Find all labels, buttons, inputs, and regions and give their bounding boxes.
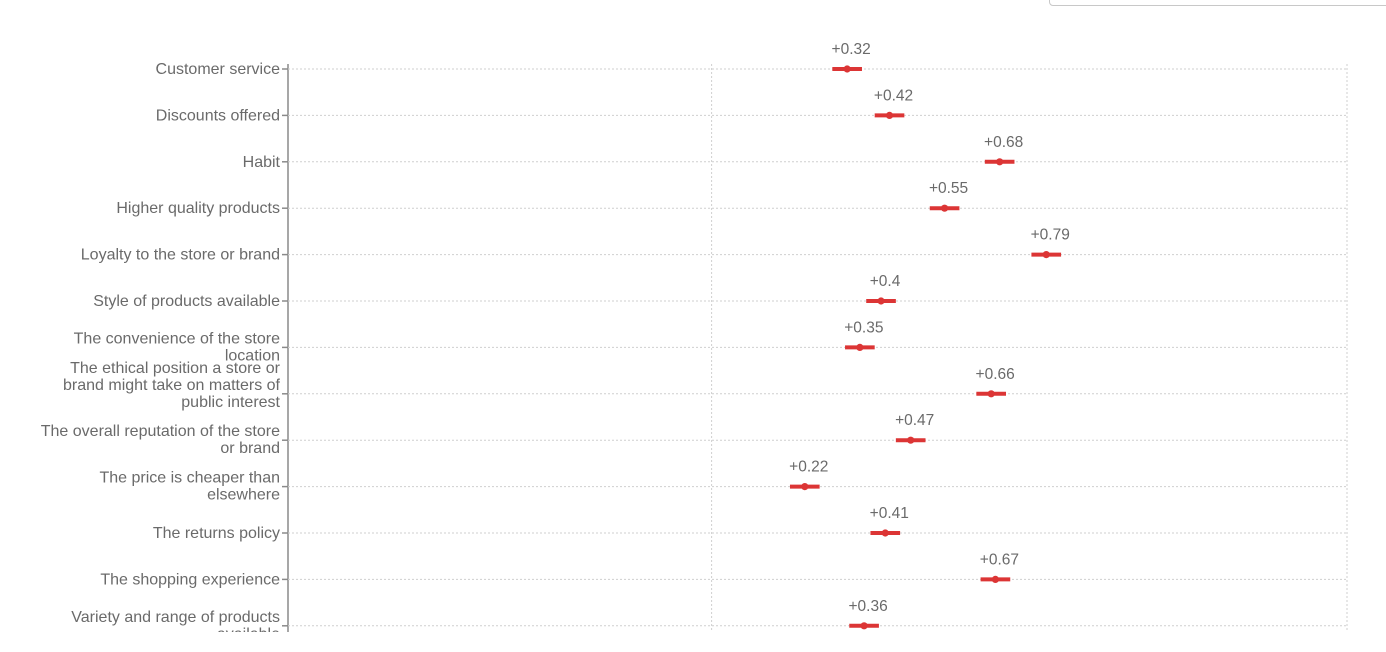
y-tick-label-line: elsewhere — [207, 487, 280, 504]
y-tick-label-line: The price is cheaper than — [99, 470, 280, 487]
y-tick-label: Style of products available — [93, 293, 280, 310]
y-tick-label-line: The shopping experience — [100, 571, 280, 588]
data-point — [877, 297, 885, 305]
y-tick-label-line: Variety and range of products — [71, 609, 280, 626]
y-tick-label: Loyalty to the store or brand — [81, 247, 280, 264]
y-tick-label-line: Style of products available — [93, 293, 280, 310]
data-point — [843, 65, 851, 73]
data-label: +0.47 — [895, 412, 934, 429]
dropdown-box[interactable] — [1049, 0, 1386, 6]
data-label: +0.32 — [832, 41, 871, 58]
y-tick-label: Habit — [243, 154, 281, 171]
data-point — [885, 111, 894, 119]
y-tick-label: The returns policy — [153, 525, 280, 542]
data-label: +0.67 — [980, 551, 1019, 568]
data-label: +0.68 — [984, 134, 1023, 151]
data-point — [856, 343, 864, 351]
data-label: +0.41 — [870, 505, 909, 522]
y-tick-label-line: Customer service — [156, 61, 281, 78]
data-label: +0.35 — [844, 319, 883, 336]
y-tick-label: The overall reputation of the store or br… — [41, 423, 280, 457]
y-tick-label: Variety and range of products available — [71, 609, 280, 643]
data-label: +0.22 — [789, 459, 828, 476]
data-point — [987, 390, 995, 398]
data-label: +0.55 — [929, 180, 968, 197]
data-label: +0.4 — [870, 273, 901, 290]
y-tick-label-line: Loyalty to the store or brand — [81, 247, 280, 264]
y-tick-label-line: or brand — [220, 440, 280, 457]
data-label: +0.42 — [874, 87, 913, 104]
data-label: +0.36 — [848, 598, 887, 615]
y-tick-label: The shopping experience — [100, 571, 280, 588]
data-point — [801, 483, 809, 491]
y-tick-label-line: The ethical position a store or — [70, 360, 281, 377]
y-tick-label-line: Habit — [243, 154, 281, 171]
y-tick-label: The ethical position a store or brand mig… — [63, 360, 281, 411]
data-point — [1042, 251, 1050, 259]
data-point — [907, 436, 915, 444]
data-label: +0.79 — [1031, 227, 1070, 244]
data-point — [991, 575, 1000, 584]
y-tick-label: Higher quality products — [116, 200, 280, 217]
y-tick-label-line: brand might take on matters of — [63, 377, 281, 394]
y-tick-label-line: The overall reputation of the store — [41, 423, 280, 440]
y-tick-label-line: The convenience of the store — [74, 330, 280, 347]
y-tick-label: Discounts offered — [156, 107, 280, 124]
y-tick-label-line: The returns policy — [153, 525, 280, 542]
y-tick-label-line: location — [225, 347, 280, 364]
y-tick-label: The price is cheaper than elsewhere — [99, 470, 280, 504]
y-tick-label: Customer service — [156, 61, 281, 78]
data-label: +0.66 — [976, 366, 1015, 383]
y-tick-label: The convenience of the store location — [74, 330, 280, 364]
y-tick-label-line: public interest — [181, 394, 280, 411]
data-point — [940, 204, 949, 212]
y-tick-label-line: Discounts offered — [156, 107, 280, 124]
data-point — [996, 158, 1004, 166]
y-tick-label-line: Higher quality products — [116, 200, 280, 217]
data-point — [881, 529, 889, 537]
plot-area: Customer service +0.32 Discounts offered +0… — [41, 41, 1348, 643]
y-tick-label-line: available — [217, 626, 280, 643]
data-point — [860, 622, 868, 630]
